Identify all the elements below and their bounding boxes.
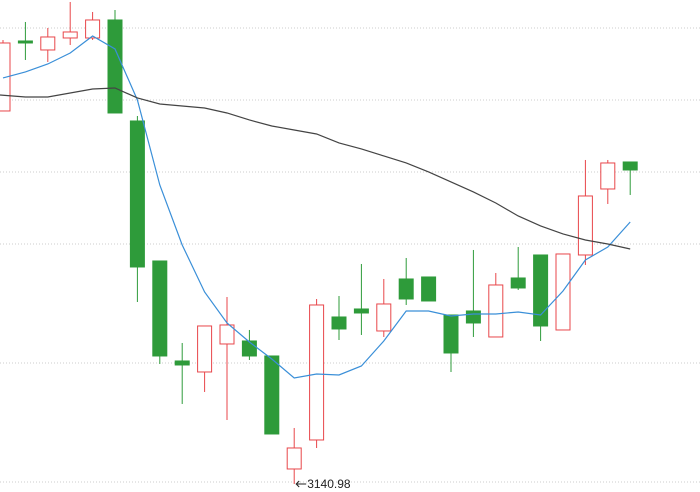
candle-body <box>600 162 616 190</box>
candle-body <box>62 31 78 39</box>
candle-body <box>488 284 504 338</box>
annotation-arrow <box>295 480 307 488</box>
candle-body <box>40 36 56 51</box>
candle-body <box>533 254 549 327</box>
candle-body <box>331 316 347 330</box>
candle-body <box>353 308 369 314</box>
candle-body <box>219 324 235 345</box>
candle-body <box>264 355 280 435</box>
candle-body <box>309 304 325 441</box>
candle-body <box>152 260 168 357</box>
candle-body <box>443 314 459 354</box>
candle-body <box>174 360 190 366</box>
candle-body <box>577 195 593 256</box>
candle-body <box>286 447 302 470</box>
candle-body <box>555 253 571 331</box>
candle-body <box>85 19 101 39</box>
candle-body <box>622 161 638 171</box>
candle-body <box>129 120 145 268</box>
candle-body <box>398 278 414 300</box>
annotation: 3140.98 <box>307 477 351 491</box>
candle-body <box>510 277 526 289</box>
candle-body <box>197 325 213 373</box>
moving-average-line <box>0 87 631 250</box>
candle-body <box>107 19 123 114</box>
candle-body <box>17 40 33 44</box>
candle-body <box>421 276 437 302</box>
candle-body <box>241 340 257 357</box>
moving-average-line <box>2 35 631 379</box>
candle-body <box>465 310 481 324</box>
candle-body <box>376 303 392 332</box>
